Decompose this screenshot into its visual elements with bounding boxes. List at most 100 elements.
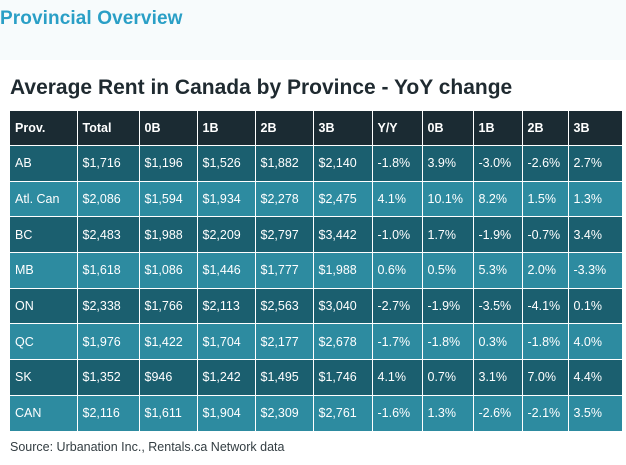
table-cell: $1,976 <box>76 323 139 361</box>
table-cell: $946 <box>138 359 197 396</box>
table-cell: $1,934 <box>196 181 255 218</box>
table-cell: -1.9% <box>472 216 522 254</box>
table-cell: 0.5% <box>421 252 473 289</box>
province-cell: CAN <box>10 395 77 432</box>
table-cell: $2,113 <box>196 288 255 325</box>
table-cell: 4.1% <box>371 359 422 396</box>
table-cell: 3.5% <box>567 395 622 432</box>
column-header: 2B <box>254 111 313 146</box>
column-header: 2B <box>521 111 568 146</box>
table-cell: 1.7% <box>421 216 473 254</box>
table-cell: $1,704 <box>196 323 255 361</box>
province-cell: ON <box>10 288 77 325</box>
table-cell: $1,526 <box>196 145 255 182</box>
column-header: 1B <box>472 111 522 146</box>
table-cell: 4.1% <box>371 181 422 218</box>
table-cell: 1.3% <box>567 181 622 218</box>
table-row: ON $2,338 $1,766 $2,113 $2,563 $3,040 -2.7% -1.… <box>10 288 622 325</box>
table-row: CAN $2,116 $1,611 $1,904 $2,309 $2,761 -1.6% 1.… <box>10 395 622 432</box>
table-cell: $2,177 <box>254 323 313 361</box>
table-cell: $1,422 <box>138 323 197 361</box>
column-header: 3B <box>312 111 372 146</box>
table-row: MB $1,618 $1,086 $1,446 $1,777 $1,988 0.6% 0.5%… <box>10 252 622 289</box>
table-cell: 1.5% <box>521 181 568 218</box>
column-header: Prov. <box>10 111 77 146</box>
table-cell: $2,309 <box>254 395 313 432</box>
table-row: QC $1,976 $1,422 $1,704 $2,177 $2,678 -1.7% -1.… <box>10 323 622 361</box>
table-cell: -1.8% <box>521 323 568 361</box>
table-cell: $1,766 <box>138 288 197 325</box>
table-cell: 4.0% <box>567 323 622 361</box>
province-cell: Atl. Can <box>10 181 77 218</box>
table-cell: $1,446 <box>196 252 255 289</box>
table-cell: 1.3% <box>421 395 473 432</box>
table-cell: -3.5% <box>472 288 522 325</box>
column-header: 1B <box>196 111 255 146</box>
column-header: 0B <box>421 111 473 146</box>
table-cell: -2.6% <box>472 395 522 432</box>
table-cell: $1,988 <box>312 252 372 289</box>
table-cell: $3,040 <box>312 288 372 325</box>
table-cell: 3.1% <box>472 359 522 396</box>
table-cell: 5.3% <box>472 252 522 289</box>
table-cell: $1,882 <box>254 145 313 182</box>
table-cell: $1,746 <box>312 359 372 396</box>
table-cell: $2,278 <box>254 181 313 218</box>
table-cell: 4.4% <box>567 359 622 396</box>
province-cell: MB <box>10 252 77 289</box>
table-cell: $1,352 <box>76 359 139 396</box>
table-cell: -1.0% <box>371 216 422 254</box>
table-cell: $1,716 <box>76 145 139 182</box>
table-row: SK $1,352 $946 $1,242 $1,495 $1,746 4.1% 0.7% 3.… <box>10 359 622 396</box>
table-cell: $2,563 <box>254 288 313 325</box>
table-cell: -2.6% <box>521 145 568 182</box>
table-cell: $2,761 <box>312 395 372 432</box>
table-cell: -1.9% <box>421 288 473 325</box>
table-header-row: Prov. Total 0B 1B 2B 3B Y/Y 0B 1B 2B 3B <box>10 111 622 146</box>
table-cell: $1,196 <box>138 145 197 182</box>
table-cell: $2,338 <box>76 288 139 325</box>
table-cell: -4.1% <box>521 288 568 325</box>
province-cell: AB <box>10 145 77 182</box>
table-cell: 10.1% <box>421 181 473 218</box>
table-cell: 3.4% <box>567 216 622 254</box>
section-title: Provincial Overview <box>0 8 183 29</box>
table-cell: $1,086 <box>138 252 197 289</box>
table-cell: $1,777 <box>254 252 313 289</box>
table-cell: $3,442 <box>312 216 372 254</box>
table-cell: 0.3% <box>472 323 522 361</box>
table-cell: -3.3% <box>567 252 622 289</box>
table-cell: -0.7% <box>521 216 568 254</box>
table-cell: 2.7% <box>567 145 622 182</box>
table-title: Average Rent in Canada by Province - YoY… <box>10 76 513 99</box>
table-cell: -2.7% <box>371 288 422 325</box>
table-cell: $2,116 <box>76 395 139 432</box>
column-header: Total <box>76 111 139 146</box>
table-cell: $2,678 <box>312 323 372 361</box>
table-cell: $1,495 <box>254 359 313 396</box>
table-cell: $1,611 <box>138 395 197 432</box>
table-cell: 3.9% <box>421 145 473 182</box>
table-cell: $1,904 <box>196 395 255 432</box>
column-header: 3B <box>567 111 622 146</box>
table-cell: $2,140 <box>312 145 372 182</box>
table-cell: $1,242 <box>196 359 255 396</box>
table-row: BC $2,483 $1,988 $2,209 $2,797 $3,442 -1.0% 1.7… <box>10 216 622 254</box>
table-cell: $2,209 <box>196 216 255 254</box>
header-banner: Provincial Overview <box>0 0 626 60</box>
source-note: Source: Urbanation Inc., Rentals.ca Netw… <box>10 440 285 454</box>
table-cell: $1,988 <box>138 216 197 254</box>
table-row: Atl. Can $2,086 $1,594 $1,934 $2,278 $2,475 4.… <box>10 181 622 218</box>
table-cell: $2,475 <box>312 181 372 218</box>
table-cell: 8.2% <box>472 181 522 218</box>
table-cell: -2.1% <box>521 395 568 432</box>
province-cell: QC <box>10 323 77 361</box>
table-cell: $1,618 <box>76 252 139 289</box>
table-cell: -1.7% <box>371 323 422 361</box>
table-cell: 7.0% <box>521 359 568 396</box>
table-cell: 0.1% <box>567 288 622 325</box>
column-header: 0B <box>138 111 197 146</box>
table-row: AB $1,716 $1,196 $1,526 $1,882 $2,140 -1.8% 3.9… <box>10 145 622 182</box>
table-cell: 0.7% <box>421 359 473 396</box>
table-cell: -1.6% <box>371 395 422 432</box>
